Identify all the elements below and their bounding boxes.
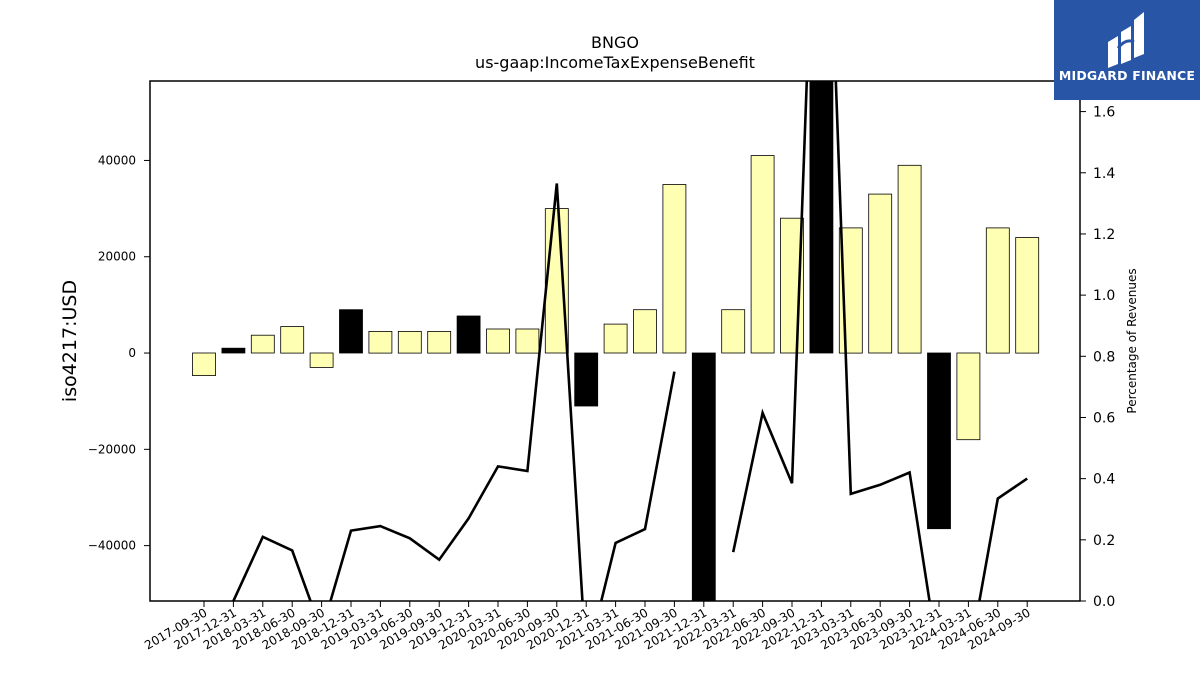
bar-2017-09-30 [192,352,216,377]
bar-2018-09-30 [309,352,334,368]
bar-2022-06-30 [750,155,775,354]
y2-tick-label: 1.0 [1093,288,1115,304]
y2-axis-label: Percentage of Revenues [1125,268,1139,413]
bar-2019-03-31 [368,330,393,354]
y-tick-label: 0 [128,346,136,360]
y2-tick-label: 0.2 [1093,533,1115,549]
brand-logo: MIDGARD FINANCE [1054,0,1200,100]
logo-text: MIDGARD FINANCE [1058,68,1196,83]
bar-group [192,81,1040,601]
bar-2019-06-30 [397,330,422,354]
bar-2017-12-31 [221,347,246,354]
bar-2018-03-31 [250,334,275,354]
bar-2021-12-31 [691,352,716,601]
plot-frame [149,80,1081,602]
bar-2021-03-31 [603,323,628,354]
y2-tick-label: 0.0 [1093,594,1115,610]
y2-tick-label: 1.6 [1093,105,1115,121]
bar-2018-06-30 [280,326,305,354]
bar-2020-03-31 [486,328,510,354]
bar-2020-06-30 [515,328,540,354]
y-tick-label: −20000 [88,442,136,456]
chart-subtitle: us-gaap:IncomeTaxExpenseBenefit [475,53,755,72]
bar-2023-09-30 [897,164,922,354]
y-axis-label: iso4217:USD [59,280,81,402]
x-axis: 2017-09-302017-12-312018-03-312018-06-30… [142,601,1033,652]
y-tick-label: 40000 [98,153,136,167]
y-axis-left: −40000 −20000 0 20000 40000 [88,153,150,553]
ratio-line-segment-1 [731,81,1028,601]
bar-2024-06-30 [985,227,1010,354]
y2-tick-label: 1.2 [1093,227,1115,243]
bar-2018-12-31 [339,309,363,354]
bar-2024-03-31 [956,352,981,441]
bar-2024-09-30 [1015,237,1040,354]
bar-2019-12-31 [456,315,481,354]
bar-2019-09-30 [427,330,452,354]
line-group [231,81,1028,601]
y2-tick-label: 0.4 [1093,472,1115,488]
bar-2022-12-31 [809,81,834,354]
logo-mark-icon [1108,12,1144,68]
y2-tick-label: 1.4 [1093,166,1115,182]
y2-tick-label: 0.8 [1093,349,1115,365]
y-tick-label: −40000 [88,539,136,553]
y2-tick-label: 0.6 [1093,410,1115,426]
y-axis-right: 0.0 0.2 0.4 0.6 0.8 1.0 1.2 1.4 1.6 [1080,105,1115,610]
bar-2021-09-30 [662,184,687,354]
ratio-line-segment-0 [231,183,676,601]
bar-2023-06-30 [868,193,893,354]
bar-2021-06-30 [633,309,657,354]
chart-title: BNGO [591,33,639,52]
bar-2023-12-31 [927,352,951,530]
bar-2022-03-31 [721,309,746,354]
bar-2020-12-31 [574,352,599,407]
y-tick-label: 20000 [98,250,136,264]
